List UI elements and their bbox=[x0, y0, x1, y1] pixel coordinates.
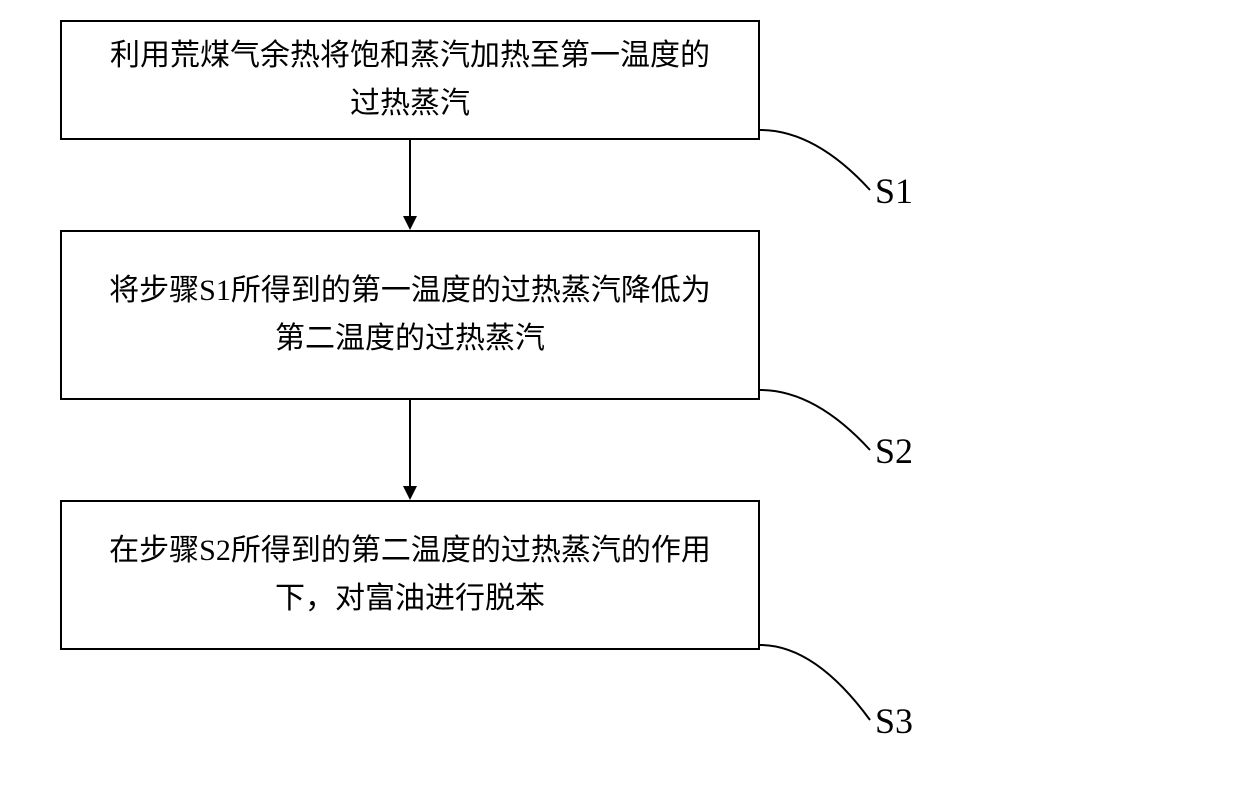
step-box-s1: 利用荒煤气余热将饱和蒸汽加热至第一温度的 过热蒸汽 bbox=[60, 20, 760, 140]
arrow-s1-s2 bbox=[400, 140, 420, 230]
lead-line-s1 bbox=[760, 120, 880, 200]
flowchart-container: 利用荒煤气余热将饱和蒸汽加热至第一温度的 过热蒸汽 将步骤S1所得到的第一温度的… bbox=[60, 20, 930, 770]
lead-line-s3 bbox=[760, 635, 880, 730]
step-box-s3: 在步骤S2所得到的第二温度的过热蒸汽的作用 下，对富油进行脱苯 bbox=[60, 500, 760, 650]
label-s2: S2 bbox=[875, 430, 913, 472]
step-s2-line2: 第二温度的过热蒸汽 bbox=[109, 315, 711, 363]
label-s1: S1 bbox=[875, 170, 913, 212]
step-s1-line2: 过热蒸汽 bbox=[110, 80, 710, 128]
step-box-s2: 将步骤S1所得到的第一温度的过热蒸汽降低为 第二温度的过热蒸汽 bbox=[60, 230, 760, 400]
step-s3-line2: 下，对富油进行脱苯 bbox=[109, 575, 711, 623]
lead-line-s2 bbox=[760, 380, 880, 460]
step-s2-line1: 将步骤S1所得到的第一温度的过热蒸汽降低为 bbox=[109, 267, 711, 315]
step-s3-line1: 在步骤S2所得到的第二温度的过热蒸汽的作用 bbox=[109, 527, 711, 575]
label-s3: S3 bbox=[875, 700, 913, 742]
step-s1-line1: 利用荒煤气余热将饱和蒸汽加热至第一温度的 bbox=[110, 32, 710, 80]
arrow-s2-s3 bbox=[400, 400, 420, 500]
